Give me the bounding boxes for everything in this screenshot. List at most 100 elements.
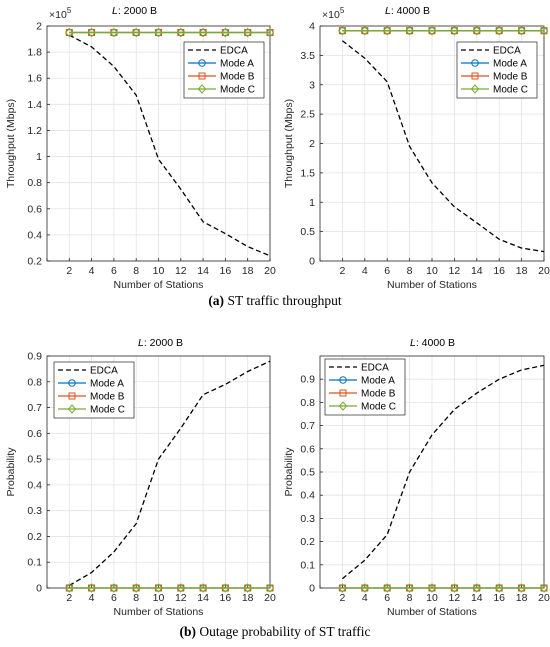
data-point-mode-c (109, 583, 119, 593)
data-point-mode-c (87, 583, 96, 593)
data-point-mode-c (338, 583, 347, 593)
y-tick-label: 1.5 (300, 167, 315, 179)
legend: EDCA Mode A Mode B Mode C (183, 41, 265, 99)
legend-label: EDCA (220, 46, 248, 57)
x-tick-label: 18 (242, 592, 254, 604)
data-point-mode-c (221, 583, 230, 593)
x-tick-label: 10 (426, 265, 438, 277)
x-tick-label: 6 (111, 265, 117, 277)
x-tick-label: 16 (493, 265, 505, 277)
x-tick-label: 10 (426, 592, 438, 604)
data-point-mode-c (517, 25, 526, 36)
data-point-mode-c (131, 583, 141, 593)
data-point-mode-c (427, 25, 437, 36)
x-tick-label: 2 (339, 592, 345, 604)
y-tick-label: 3 (309, 79, 315, 91)
legend-label: Mode B (90, 392, 125, 403)
x-tick-label: 14 (471, 592, 483, 604)
x-tick-label: 2 (66, 592, 72, 604)
x-tick-label: 12 (449, 265, 461, 277)
x-axis-label: Number of Stations (114, 606, 204, 618)
legend-label: Mode C (90, 405, 125, 416)
legend-label: Mode A (90, 379, 124, 390)
legend-label: Mode A (493, 59, 527, 70)
legend-marker (68, 392, 76, 400)
y-tick-label: 3.5 (300, 50, 315, 62)
data-point-mode-c (427, 583, 437, 593)
x-tick-label: 16 (220, 265, 232, 277)
x-tick-label: 20 (264, 592, 276, 604)
chart-4: 2 4 6 8 10 12 14 16 18 20 0 0.1 0.2 0.3 0.4 0.5 0.6 0.7 0.… (283, 337, 550, 618)
y-tick-label: 0.3 (300, 513, 315, 525)
x-tick-label: 14 (197, 592, 209, 604)
legend-label: Mode B (220, 72, 255, 83)
legend-label: Mode A (361, 376, 395, 387)
data-point-mode-c (154, 583, 163, 593)
x-tick-label: 16 (493, 592, 505, 604)
x-tick-label: 18 (516, 265, 528, 277)
data-point-mode-c (65, 27, 74, 38)
y-tick-label: 0 (309, 583, 315, 595)
y-tick-label: 0.2 (27, 531, 42, 543)
y-axis-label: Throughput (Mbps) (5, 99, 17, 188)
legend-label: EDCA (361, 363, 389, 374)
x-tick-label: 18 (516, 592, 528, 604)
legend: EDCA Mode A Mode B Mode C (456, 41, 538, 99)
x-tick-label: 8 (407, 265, 413, 277)
y-tick-label: 0.4 (27, 229, 42, 241)
chart-2: 2 4 6 8 10 12 14 16 18 20 0 0.5 1 1.5 2 2.5 3 3.5 4 Number … (283, 5, 550, 291)
x-tick-label: 4 (89, 592, 95, 604)
x-tick-label: 8 (133, 592, 139, 604)
y-tick-label: 0.5 (27, 454, 42, 466)
legend-marker (339, 389, 347, 397)
y-tick-label: 0.6 (27, 203, 42, 215)
y-tick-label: 0.9 (300, 374, 315, 386)
data-point-mode-c (472, 25, 482, 36)
x-tick-label: 14 (471, 265, 483, 277)
y-exponent-label: ×105 (322, 6, 345, 21)
y-tick-label: 0.4 (300, 490, 315, 502)
data-point-mode-c (198, 583, 208, 593)
legend-label: Mode B (361, 389, 396, 400)
y-tick-label: 2 (36, 21, 42, 33)
x-tick-label: 20 (538, 265, 550, 277)
data-point-mode-c (65, 583, 74, 593)
legend-label: EDCA (90, 366, 118, 377)
x-tick-label: 18 (242, 265, 254, 277)
legend-marker (338, 401, 348, 411)
legend-marker (67, 404, 77, 414)
y-tick-label: 0.8 (27, 376, 42, 388)
legend: EDCA Mode A Mode B Mode C (324, 358, 406, 416)
data-point-mode-c (494, 25, 504, 36)
caption-b-text: Outage probability of ST traffic (199, 624, 371, 639)
x-tick-label: 10 (153, 265, 165, 277)
y-tick-label: 0.7 (300, 420, 315, 432)
y-tick-label: 1 (36, 151, 42, 163)
x-tick-label: 2 (66, 265, 72, 277)
y-tick-label: 1.6 (27, 73, 42, 85)
x-tick-label: 6 (384, 265, 390, 277)
legend-label: Mode C (220, 85, 255, 96)
y-tick-label: 0.9 (27, 351, 42, 363)
y-axis-label: Probability (5, 447, 17, 497)
chart-title: L: 2000 B (112, 5, 157, 17)
y-tick-label: 0.6 (300, 443, 315, 455)
data-point-mode-c (539, 583, 549, 593)
y-tick-label: 0 (309, 256, 315, 268)
data-point-mode-c (494, 583, 504, 593)
x-tick-label: 8 (407, 592, 413, 604)
data-point-mode-c (243, 27, 252, 38)
series-line-edca (341, 40, 545, 253)
y-tick-label: 0.8 (300, 397, 315, 409)
y-tick-label: 1.8 (27, 47, 42, 59)
y-tick-label: 4 (309, 21, 315, 33)
series-line-edca (341, 364, 545, 580)
legend-marker (471, 72, 479, 80)
data-point-mode-c (265, 27, 275, 38)
y-tick-label: 0.6 (27, 428, 42, 440)
x-tick-label: 6 (384, 592, 390, 604)
legend-marker (197, 84, 207, 94)
chart-title: L: 4000 B (410, 337, 455, 349)
data-point-mode-c (338, 25, 347, 36)
legend-marker (471, 59, 479, 67)
